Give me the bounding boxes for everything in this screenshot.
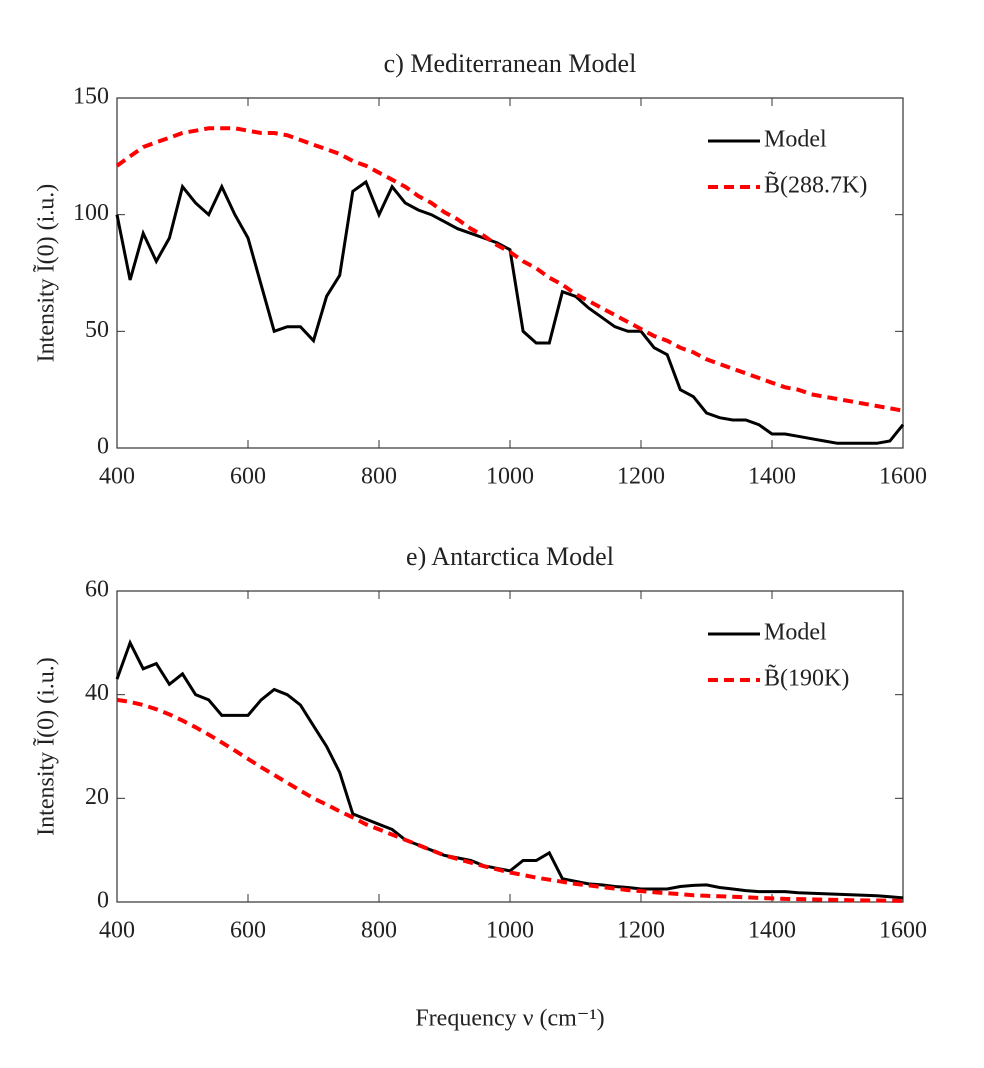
- x-tick-label: 1200: [617, 464, 665, 490]
- x-tick-label: 600: [230, 464, 266, 490]
- x-tick-label: 600: [230, 918, 266, 944]
- legend-label: B̃(190K): [764, 664, 849, 692]
- x-tick-label: 800: [361, 918, 397, 944]
- x-tick-label: 1400: [748, 464, 796, 490]
- y-tick-label: 0: [97, 888, 109, 914]
- x-tick-label: 800: [361, 464, 397, 490]
- legend-label: B̃(288.7K): [764, 171, 867, 199]
- y-axis-label: Intensity Ĩ(0) (i.u.): [34, 657, 60, 836]
- x-tick-label: 400: [99, 464, 135, 490]
- y-tick-label: 100: [73, 200, 109, 226]
- x-tick-label: 400: [99, 918, 135, 944]
- x-tick-label: 1400: [748, 918, 796, 944]
- legend-label: Model: [764, 127, 827, 153]
- series-line: [115, 179, 905, 445]
- y-tick-label: 0: [97, 434, 109, 460]
- x-tick-label: 1600: [879, 464, 927, 490]
- x-tick-label: 1000: [486, 464, 534, 490]
- y-tick-label: 20: [85, 784, 109, 810]
- x-tick-label: 1600: [879, 918, 927, 944]
- y-axis-label: Intensity Ĩ(0) (i.u.): [34, 184, 60, 363]
- series-line: [115, 639, 904, 900]
- chart-title: c) Mediterranean Model: [384, 49, 637, 78]
- chart-title: e) Antarctica Model: [406, 542, 614, 571]
- x-tick-label: 1000: [486, 918, 534, 944]
- x-tick-label: 1200: [617, 918, 665, 944]
- y-tick-label: 60: [85, 577, 109, 603]
- y-tick-label: 50: [85, 317, 109, 343]
- series-line: [116, 697, 904, 903]
- series-line: [115, 126, 904, 413]
- y-tick-label: 40: [85, 680, 109, 706]
- x-axis-label: Frequency ν (cm⁻¹): [415, 1006, 604, 1032]
- legend-label: Model: [764, 620, 827, 646]
- y-tick-label: 150: [73, 84, 109, 110]
